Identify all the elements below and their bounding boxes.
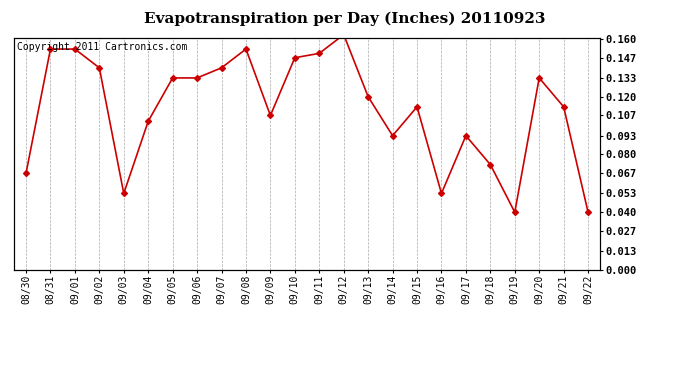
Text: Copyright 2011 Cartronics.com: Copyright 2011 Cartronics.com: [17, 42, 187, 52]
Text: Evapotranspiration per Day (Inches) 20110923: Evapotranspiration per Day (Inches) 2011…: [144, 11, 546, 26]
